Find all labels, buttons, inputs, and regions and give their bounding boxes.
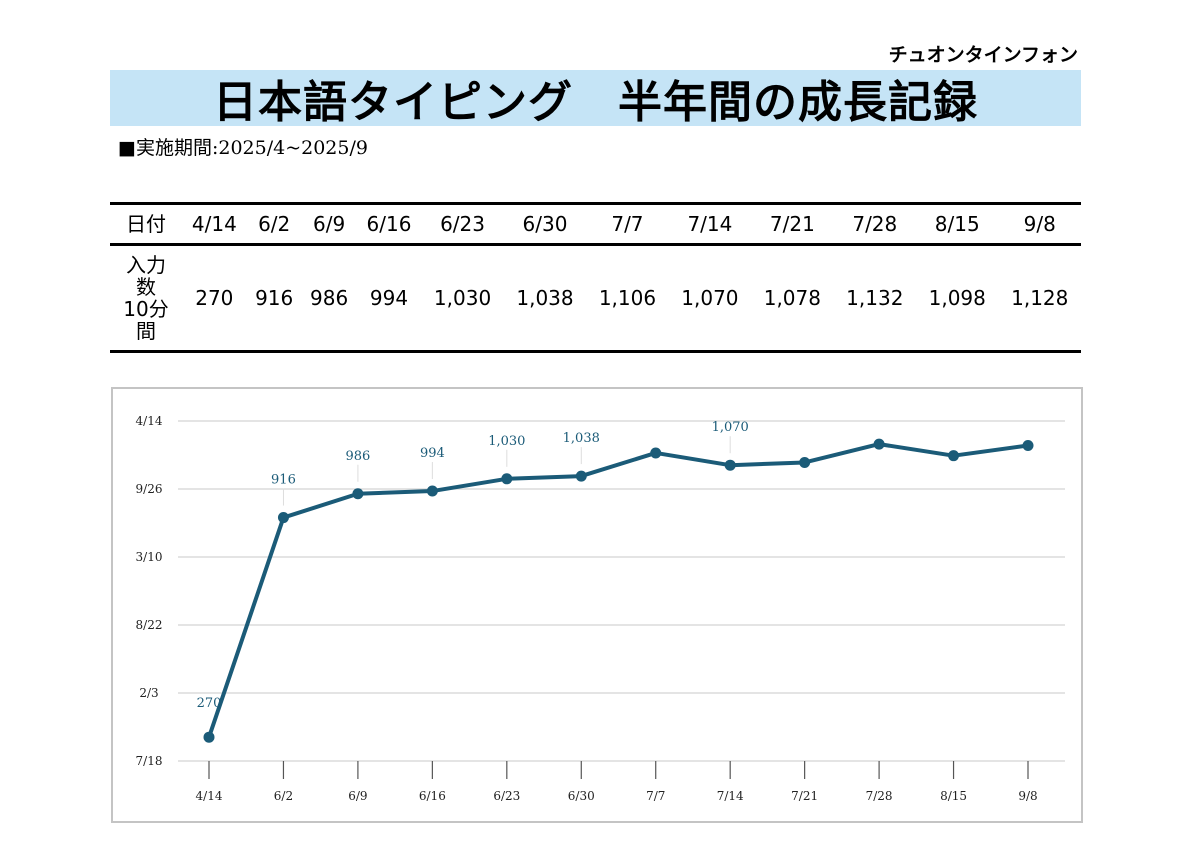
- row-label-dates: 日付: [110, 202, 182, 246]
- date-cell: 6/2: [246, 202, 302, 246]
- value-cell: 994: [356, 244, 422, 353]
- value-cell: 1,078: [751, 244, 834, 353]
- author-name: チュオンタインフォン: [888, 44, 1078, 66]
- date-cell: 6/23: [421, 202, 504, 246]
- data-label: 916: [271, 473, 296, 488]
- data-point: [724, 459, 736, 471]
- series-line: [207, 442, 1029, 738]
- data-label: 270: [197, 696, 222, 711]
- x-tick-label: 7/21: [791, 789, 818, 803]
- data-point: [426, 485, 438, 497]
- y-tick-label: 4/14: [136, 414, 163, 428]
- date-cell: 7/21: [751, 202, 834, 246]
- x-tick-label: 9/8: [1018, 789, 1037, 803]
- data-label: 1,038: [563, 431, 600, 446]
- data-labels: 270 916 986 994 1,030 1,038 1,070: [197, 420, 749, 711]
- date-cell: 8/15: [916, 202, 999, 246]
- y-tick-label: 9/26: [136, 482, 163, 496]
- value-cell: 1,038: [503, 244, 587, 353]
- date-cell: 9/8: [998, 202, 1081, 246]
- data-point: [650, 447, 662, 459]
- y-axis-ticks: 7/18 2/3 8/22 3/10 9/26 4/14: [136, 414, 163, 768]
- y-tick-label: 2/3: [139, 686, 158, 700]
- row-label-values: 入力数 10分間: [110, 244, 182, 353]
- x-tick-label: 7/7: [646, 789, 665, 803]
- row-label-values-line: 10分: [123, 297, 169, 321]
- data-point: [352, 488, 364, 500]
- series-points: [203, 438, 1034, 743]
- x-tick-label: 4/14: [196, 789, 223, 803]
- y-tick-label: 8/22: [136, 618, 163, 632]
- data-point: [948, 450, 960, 462]
- data-point: [575, 470, 587, 482]
- x-tick-label: 7/28: [866, 789, 893, 803]
- data-point: [1022, 439, 1034, 451]
- gridlines: [178, 420, 1065, 762]
- value-cell: 1,128: [998, 244, 1081, 353]
- date-cell: 6/9: [301, 202, 357, 246]
- value-cell: 916: [246, 244, 302, 353]
- data-label: 994: [420, 446, 445, 461]
- value-cell: 986: [301, 244, 357, 353]
- data-point: [501, 473, 513, 485]
- x-tick-label: 6/2: [274, 789, 293, 803]
- data-label: 1,030: [488, 434, 525, 449]
- date-cell: 7/28: [833, 202, 917, 246]
- chart-panel: 7/18 2/3 8/22 3/10 9/26 4/14 4/14 6/2 6/9 6/16 6/…: [111, 387, 1083, 823]
- x-tick-label: 6/16: [419, 789, 446, 803]
- y-tick-label: 7/18: [136, 754, 163, 768]
- value-cell: 1,098: [916, 244, 999, 353]
- date-cell: 6/16: [356, 202, 422, 246]
- value-cell: 1,030: [421, 244, 504, 353]
- x-tick-label: 6/9: [348, 789, 367, 803]
- date-cell: 7/14: [668, 202, 752, 246]
- data-point: [799, 456, 811, 468]
- data-point: [203, 731, 215, 743]
- table-row-dates: 日付 4/14 6/2 6/9 6/16 6/23 6/30 7/7 7/14 7/21 7/28…: [110, 202, 1081, 246]
- data-label: 986: [345, 449, 370, 464]
- row-label-values-line: 数: [136, 275, 156, 299]
- page-title: 日本語タイピング 半年間の成長記録: [213, 77, 978, 128]
- data-table: 日付 4/14 6/2 6/9 6/16 6/23 6/30 7/7 7/14 7/21 7/28…: [110, 202, 1081, 353]
- x-tick-label: 6/23: [493, 789, 520, 803]
- data-label: 1,070: [712, 420, 749, 435]
- series-line-path: [207, 442, 1029, 738]
- date-cell: 7/7: [586, 202, 669, 246]
- table-row-values: 入力数 10分間 270 916 986 994 1,030 1,038 1,106 1,070…: [110, 244, 1081, 353]
- period-text: ■実施期間:2025/4~2025/9: [118, 137, 368, 159]
- line-chart: 7/18 2/3 8/22 3/10 9/26 4/14 4/14 6/2 6/9 6/16 6/…: [136, 414, 1065, 803]
- data-point: [873, 438, 885, 450]
- title-banner: 日本語タイピング 半年間の成長記録: [110, 70, 1081, 128]
- x-axis-ticks: 4/14 6/2 6/9 6/16 6/23 6/30 7/7 7/14 7/21 7/28 8/1…: [196, 761, 1038, 803]
- x-tick-label: 7/14: [717, 789, 744, 803]
- row-label-values-line: 入力: [126, 253, 166, 277]
- x-tick-label: 8/15: [940, 789, 967, 803]
- value-cell: 1,132: [833, 244, 917, 353]
- y-tick-label: 3/10: [136, 550, 163, 564]
- date-cell: 6/30: [503, 202, 587, 246]
- date-cell: 4/14: [182, 202, 247, 246]
- value-cell: 270: [182, 244, 247, 353]
- value-cell: 1,106: [586, 244, 669, 353]
- row-label-values-line: 間: [136, 319, 156, 343]
- value-cell: 1,070: [668, 244, 752, 353]
- data-point: [277, 512, 289, 524]
- x-tick-label: 6/30: [568, 789, 595, 803]
